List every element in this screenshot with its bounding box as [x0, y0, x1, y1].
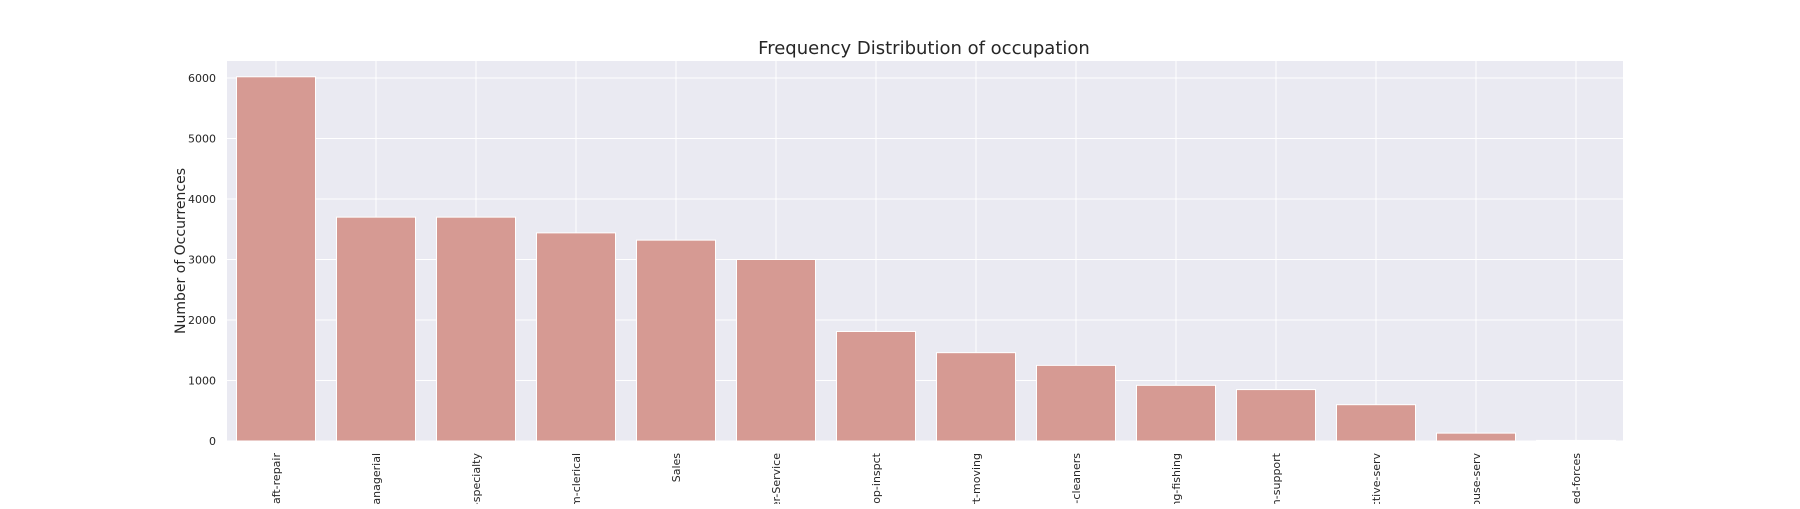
x-tick-labels: raft-repair managerial -specialty m-clerica…: [270, 452, 1583, 509]
bar-ctive-serv: [1336, 404, 1416, 441]
x-tick-label: ouse-serv: [1470, 453, 1483, 504]
y-tick-label: 6000: [188, 72, 216, 85]
x-tick-label: ng-fishing: [1170, 453, 1183, 504]
y-tick-label: 1000: [188, 375, 216, 388]
bar-sales: [636, 239, 716, 441]
bars: [236, 76, 1616, 441]
bar-specialty: [436, 216, 516, 441]
y-axis-label: Number of Occurrences: [173, 168, 189, 334]
x-tick-label: -cleaners: [1070, 453, 1083, 504]
y-tick-label: 2000: [188, 314, 216, 327]
bar-er-service: [736, 259, 816, 441]
x-tick-label: ed-forces: [1570, 453, 1583, 504]
bar-ng-fishing: [1136, 384, 1216, 441]
x-tick-label: Sales: [670, 453, 683, 483]
y-tick-labels: 0 1000 2000 3000 4000 5000 6000: [188, 72, 216, 448]
chart-title: Frequency Distribution of occupation: [758, 38, 1090, 59]
x-tick-label: -op-inspct: [870, 452, 883, 504]
y-tick-label: 0: [209, 435, 216, 448]
x-tick-label: -specialty: [470, 453, 483, 504]
x-tick-label: ort-moving: [970, 453, 983, 504]
x-tick-label: h-support: [1270, 452, 1283, 504]
bar-h-support: [1236, 389, 1316, 441]
y-tick-label: 5000: [188, 133, 216, 146]
y-tick-label: 3000: [188, 254, 216, 267]
y-tick-label: 4000: [188, 193, 216, 206]
x-tick-label: managerial: [370, 453, 383, 504]
bar-ort-moving: [936, 352, 1016, 441]
bar-m-clerical: [536, 232, 616, 441]
bar-managerial: [336, 216, 416, 441]
x-tick-label: m-clerical: [570, 453, 583, 504]
x-tick-label: er-Service: [770, 453, 783, 504]
bar-cleaners: [1036, 364, 1116, 441]
bar-op-inspct: [836, 330, 916, 441]
bar-raft-repair: [236, 76, 316, 441]
x-tick-label: raft-repair: [270, 453, 283, 504]
x-tick-label: ctive-serv: [1370, 453, 1383, 504]
bar-ouse-serv: [1436, 432, 1516, 441]
bar-ed-forces: [1536, 439, 1616, 441]
